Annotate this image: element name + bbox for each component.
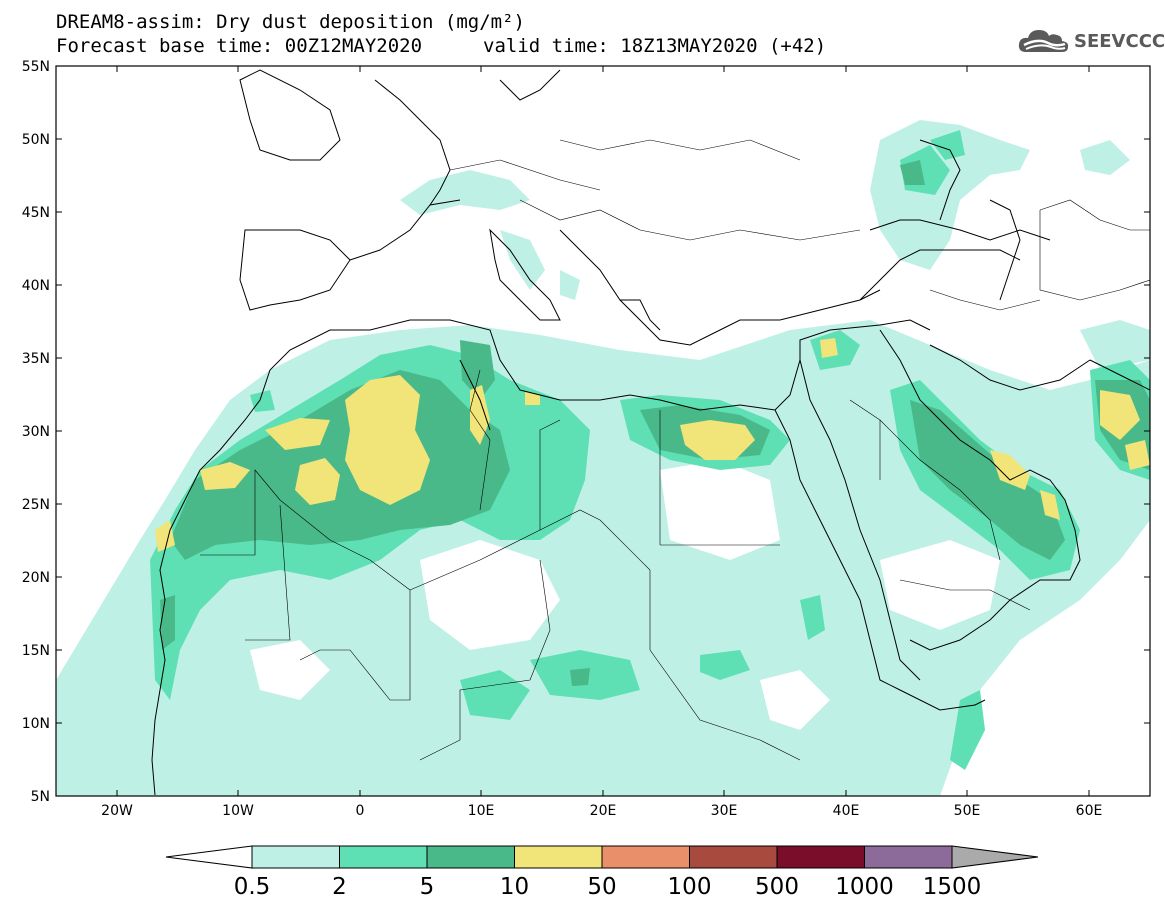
- colorbar-over-arrow: [951, 845, 1039, 869]
- lon-label: 50E: [954, 803, 981, 819]
- colorbar-segment: [339, 845, 428, 869]
- latitude-labels: 5N 10N 15N 20N 25N 30N 35N 40N 45N 50N 5…: [22, 59, 50, 805]
- colorbar-segment: [776, 845, 865, 869]
- lat-label: 55N: [22, 59, 50, 75]
- lat-label: 35N: [22, 351, 50, 367]
- colorbar-segment: [514, 845, 603, 869]
- colorbar-label: 1500: [923, 874, 982, 900]
- lon-label: 30E: [711, 803, 738, 819]
- colorbar-segment: [251, 845, 340, 869]
- coastlines: [151, 69, 1150, 796]
- lon-label: 0: [356, 803, 365, 819]
- dust-very-high: [155, 338, 1150, 552]
- longitude-labels: 20W 10W 0 10E 20E 30E 40E 50E 60E: [101, 803, 1102, 819]
- map-title: DREAM8-assim: Dry dust deposition (mg/m²…: [56, 11, 525, 33]
- colorbar-segment: [601, 845, 690, 869]
- latitude-axis: [56, 65, 1150, 797]
- valid-time: valid time: 18Z13MAY2020 (+42): [483, 35, 827, 57]
- lon-label: 40E: [833, 803, 860, 819]
- lon-label: 20E: [590, 803, 617, 819]
- lat-label: 30N: [22, 424, 50, 440]
- lon-label: 10W: [222, 803, 254, 819]
- lat-label: 40N: [22, 278, 50, 294]
- colorbar-segment: [689, 845, 778, 869]
- country-borders: [200, 139, 1150, 761]
- colorbar-label: 100: [668, 874, 712, 900]
- lon-label: 60E: [1076, 803, 1103, 819]
- lon-label: 10E: [468, 803, 495, 819]
- seevccc-logo: SEEVCCC: [1018, 26, 1165, 56]
- colorbar-label: 10: [500, 874, 529, 900]
- colorbar: 0.5 2 5 10 50 100 500 1000 1500: [165, 845, 1039, 900]
- colorbar-label: 0.5: [234, 874, 271, 900]
- cloud-icon: [1018, 30, 1069, 52]
- lat-label: 5N: [31, 789, 50, 805]
- lat-label: 45N: [22, 205, 50, 221]
- lon-label: 20W: [101, 803, 133, 819]
- logo-text: SEEVCCC: [1074, 30, 1165, 52]
- dust-fields: [56, 66, 1150, 796]
- lat-label: 25N: [22, 497, 50, 513]
- colorbar-label: 1000: [835, 874, 894, 900]
- colorbar-label: 500: [755, 874, 799, 900]
- colorbar-under-arrow: [165, 845, 253, 869]
- longitude-axis: [116, 66, 1090, 796]
- lat-label: 15N: [22, 643, 50, 659]
- colorbar-segment: [864, 845, 953, 869]
- lat-label: 20N: [22, 570, 50, 586]
- forecast-base-time: Forecast base time: 00Z12MAY2020: [56, 35, 423, 57]
- colorbar-label: 5: [420, 874, 435, 900]
- lat-label: 10N: [22, 716, 50, 732]
- lat-label: 50N: [22, 132, 50, 148]
- colorbar-label: 50: [587, 874, 616, 900]
- colorbar-segment: [426, 845, 515, 869]
- colorbar-label: 2: [332, 874, 347, 900]
